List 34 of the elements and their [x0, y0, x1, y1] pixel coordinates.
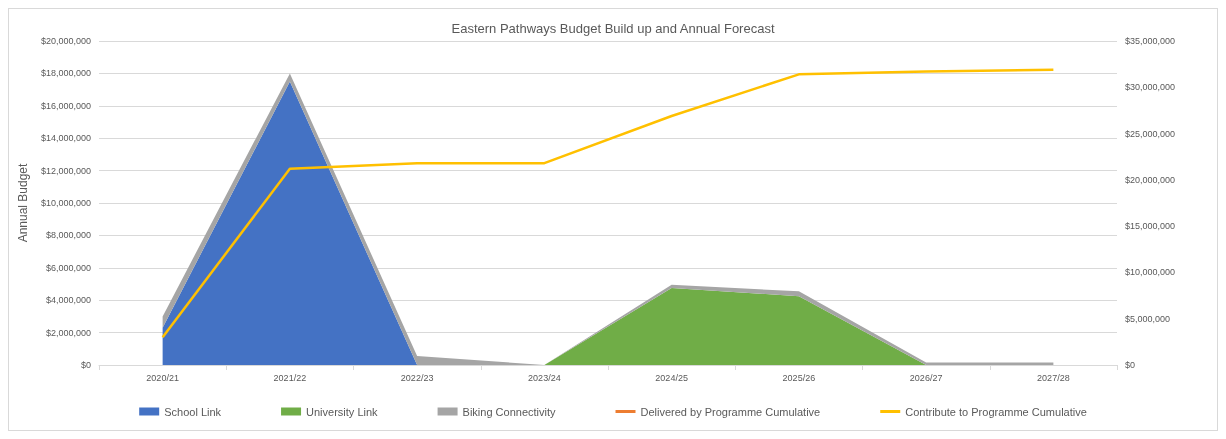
x-tick-label: 2021/22 — [273, 372, 307, 383]
x-tick-label: 2026/27 — [909, 372, 943, 383]
y-tick-label: $16,000,000 — [40, 100, 91, 111]
y2-tick-label: $25,000,000 — [1125, 128, 1176, 139]
legend-label: Contribute to Programme Cumulative — [905, 405, 1087, 418]
legend-label: School Link — [164, 405, 222, 418]
y-tick-label: $6,000,000 — [45, 262, 91, 273]
y-tick-label: $2,000,000 — [45, 327, 91, 338]
y-tick-label: $10,000,000 — [40, 198, 91, 208]
y-tick-label: $20,000,000 — [40, 36, 91, 46]
x-tick-label: 2022/23 — [400, 372, 434, 383]
y2-tick-label: $10,000,000 — [1125, 267, 1176, 278]
y2-tick-label: $35,000,000 — [1125, 36, 1176, 46]
y2-tick-label: $20,000,000 — [1125, 174, 1176, 185]
legend-label: Delivered by Programme Cumulative — [640, 405, 821, 418]
x-tick-label: 2024/25 — [655, 372, 688, 383]
legend-label: University Link — [306, 405, 379, 418]
y-tick-label: $4,000,000 — [45, 295, 91, 306]
y-axis-title: Annual Budget — [16, 162, 30, 243]
x-tick-label: 2027/28 — [1037, 372, 1070, 383]
chart-title: Eastern Pathways Budget Build up and Annual Forecast — [451, 21, 775, 36]
y2-tick-label: $0 — [1125, 360, 1136, 370]
x-tick-label: 2023/24 — [528, 372, 561, 383]
y-tick-label: $14,000,000 — [40, 133, 91, 144]
legend-label: Biking Connectivity — [462, 405, 557, 418]
y-tick-label: $0 — [80, 360, 91, 370]
y2-tick-label: $15,000,000 — [1125, 221, 1176, 232]
y2-tick-label: $30,000,000 — [1125, 82, 1176, 93]
y2-tick-label: $5,000,000 — [1125, 313, 1171, 324]
y-tick-label: $12,000,000 — [40, 165, 91, 176]
y-tick-label: $8,000,000 — [45, 230, 91, 241]
x-tick-label: 2025/26 — [782, 372, 816, 383]
y-tick-label: $18,000,000 — [40, 68, 91, 79]
x-tick-label: 2020/21 — [146, 372, 179, 383]
